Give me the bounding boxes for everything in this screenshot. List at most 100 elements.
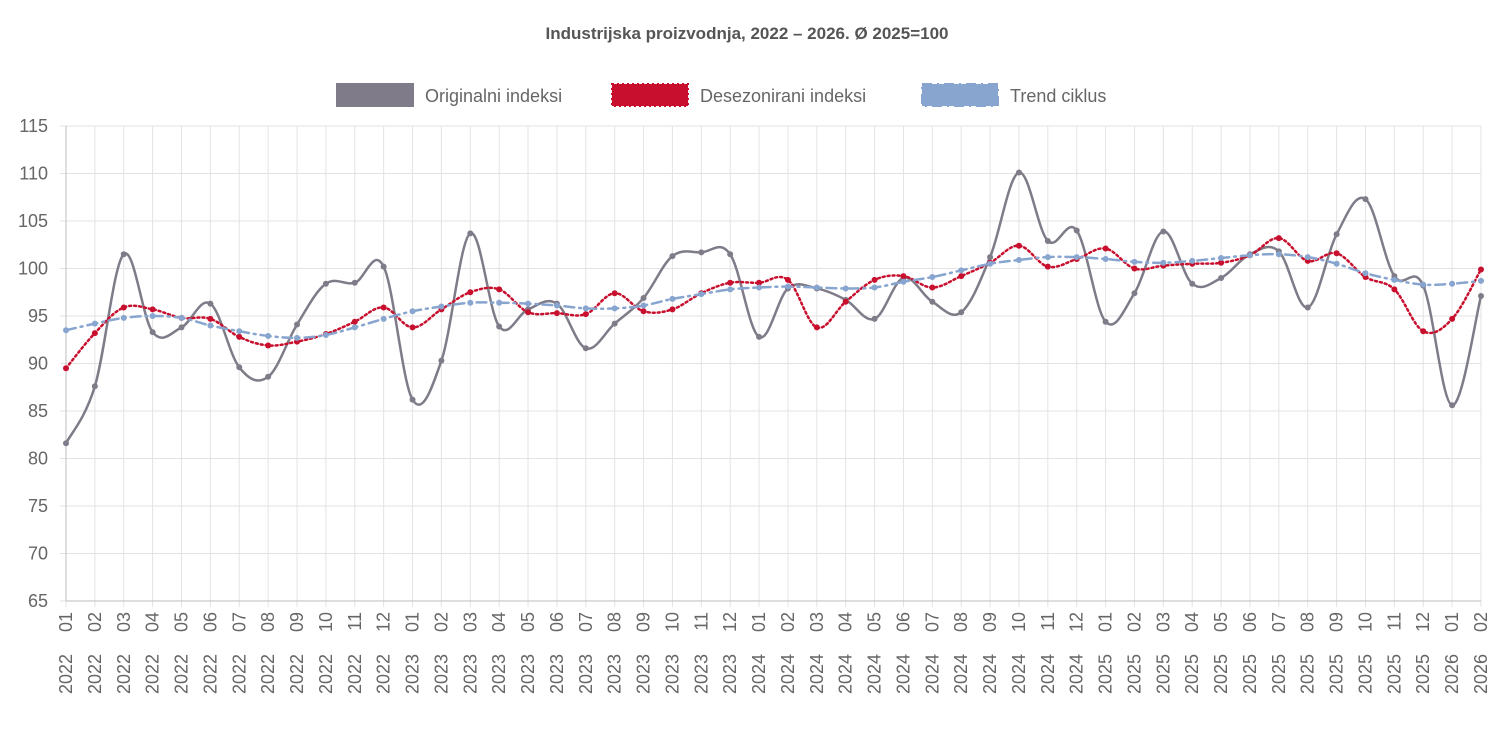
data-point[interactable] [149, 306, 156, 313]
data-point[interactable] [496, 323, 503, 330]
data-point[interactable] [91, 320, 98, 327]
data-point[interactable] [525, 300, 532, 307]
data-point[interactable] [236, 364, 243, 371]
data-point[interactable] [438, 303, 445, 310]
data-point[interactable] [1333, 260, 1340, 267]
data-point[interactable] [669, 253, 676, 260]
data-point[interactable] [582, 305, 589, 312]
data-point[interactable] [265, 342, 272, 349]
data-point[interactable] [120, 304, 127, 311]
data-point[interactable] [1218, 259, 1225, 266]
data-point[interactable] [496, 286, 503, 293]
data-point[interactable] [120, 314, 127, 321]
data-point[interactable] [409, 396, 416, 403]
data-point[interactable] [1246, 252, 1253, 259]
data-point[interactable] [1333, 231, 1340, 238]
data-point[interactable] [1160, 228, 1167, 235]
data-point[interactable] [1420, 328, 1427, 335]
data-point[interactable] [1131, 258, 1138, 265]
data-point[interactable] [467, 299, 474, 306]
data-point[interactable] [1391, 286, 1398, 293]
data-point[interactable] [784, 283, 791, 290]
data-point[interactable] [1218, 275, 1225, 281]
data-point[interactable] [1449, 315, 1456, 322]
data-point[interactable] [496, 299, 503, 306]
data-point[interactable] [1449, 402, 1456, 409]
series-line[interactable] [64, 252, 1483, 340]
data-point[interactable] [467, 289, 474, 296]
data-point[interactable] [1131, 265, 1138, 272]
data-point[interactable] [553, 302, 560, 309]
data-point[interactable] [698, 249, 705, 256]
data-point[interactable] [91, 383, 98, 390]
data-point[interactable] [149, 329, 156, 336]
data-point[interactable] [784, 276, 791, 283]
data-point[interactable] [669, 306, 676, 313]
data-point[interactable] [1420, 281, 1427, 288]
data-point[interactable] [1044, 237, 1051, 244]
data-point[interactable] [322, 280, 329, 287]
data-point[interactable] [1102, 245, 1109, 252]
data-point[interactable] [1015, 169, 1022, 176]
data-point[interactable] [1304, 254, 1311, 261]
data-point[interactable] [207, 322, 214, 329]
data-point[interactable] [351, 279, 358, 286]
data-point[interactable] [1015, 256, 1022, 263]
data-point[interactable] [178, 324, 185, 331]
data-point[interactable] [1449, 280, 1456, 287]
data-point[interactable] [1102, 256, 1109, 262]
data-point[interactable] [1160, 259, 1167, 266]
data-point[interactable] [611, 290, 618, 297]
data-point[interactable] [63, 365, 69, 372]
data-point[interactable] [929, 298, 936, 305]
data-point[interactable] [265, 373, 272, 380]
data-point[interactable] [727, 251, 734, 258]
data-point[interactable] [1275, 235, 1282, 242]
series-line[interactable] [64, 171, 1483, 445]
data-point[interactable] [1073, 254, 1080, 261]
data-point[interactable] [1362, 270, 1369, 277]
data-point[interactable] [380, 315, 387, 322]
series-line[interactable] [64, 236, 1483, 370]
data-point[interactable] [1478, 266, 1484, 273]
data-point[interactable] [294, 334, 301, 341]
data-point[interactable] [380, 263, 387, 270]
data-point[interactable] [871, 315, 878, 322]
data-point[interactable] [1304, 304, 1311, 311]
data-point[interactable] [813, 324, 820, 331]
data-point[interactable] [1131, 290, 1138, 297]
data-point[interactable] [351, 318, 358, 325]
data-point[interactable] [1044, 263, 1051, 270]
data-point[interactable] [1218, 255, 1225, 262]
data-point[interactable] [958, 273, 965, 280]
data-point[interactable] [1333, 250, 1340, 257]
data-point[interactable] [236, 333, 243, 340]
data-point[interactable] [1478, 277, 1484, 284]
data-point[interactable] [409, 308, 416, 315]
legend-item[interactable]: Originalni indeksi [336, 83, 562, 107]
data-point[interactable] [1073, 227, 1080, 234]
data-point[interactable] [871, 276, 878, 283]
data-point[interactable] [1102, 318, 1109, 325]
data-point[interactable] [756, 333, 763, 340]
data-point[interactable] [91, 330, 98, 337]
data-point[interactable] [63, 440, 69, 447]
data-point[interactable] [669, 295, 676, 302]
data-point[interactable] [611, 320, 618, 327]
data-point[interactable] [1189, 257, 1196, 264]
data-point[interactable] [842, 298, 849, 305]
data-point[interactable] [351, 324, 358, 331]
data-point[interactable] [294, 321, 301, 328]
data-point[interactable] [553, 310, 560, 317]
data-point[interactable] [1015, 242, 1022, 249]
data-point[interactable] [900, 278, 907, 285]
data-point[interactable] [929, 274, 936, 281]
data-point[interactable] [322, 332, 329, 338]
data-point[interactable] [1478, 293, 1484, 300]
data-point[interactable] [698, 291, 705, 298]
data-point[interactable] [640, 308, 647, 315]
data-point[interactable] [871, 284, 878, 291]
data-point[interactable] [929, 284, 936, 291]
data-point[interactable] [120, 251, 127, 258]
legend-item[interactable]: Trend ciklus [921, 83, 1106, 107]
